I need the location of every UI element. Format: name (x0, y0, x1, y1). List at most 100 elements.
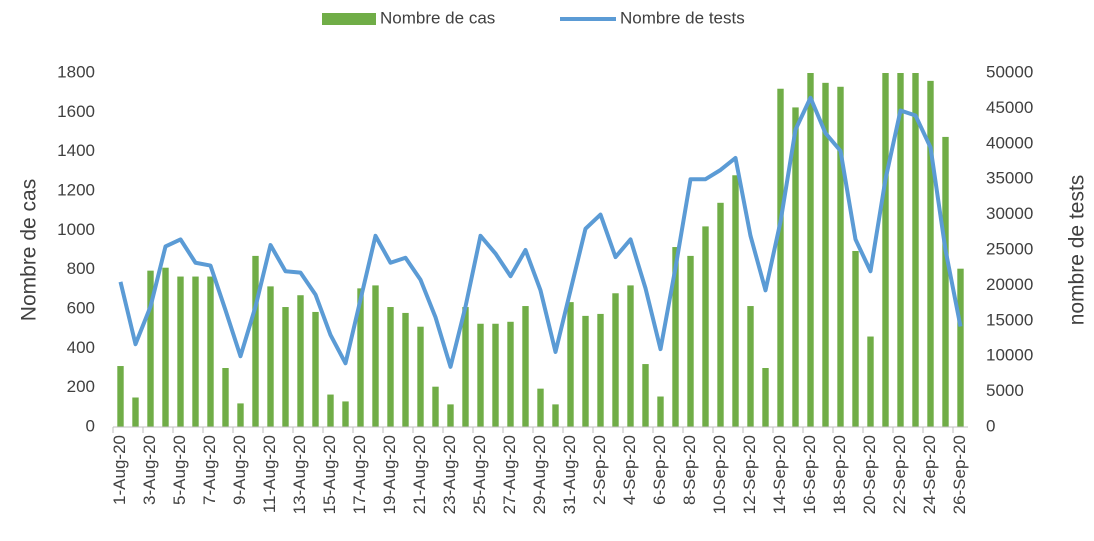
bar (177, 276, 184, 427)
bar (342, 401, 349, 427)
y2-tick-label: 25000 (986, 239, 1033, 258)
y-tick-label: 1400 (57, 141, 95, 160)
x-tick-label: 8-Sep-20 (680, 435, 699, 505)
y-tick-label: 600 (67, 298, 95, 317)
bar (582, 315, 589, 427)
x-tick-label: 25-Aug-20 (470, 435, 489, 514)
bar (327, 394, 334, 427)
bar (432, 386, 439, 427)
y-tick-label: 0 (86, 416, 95, 435)
x-tick-label: 17-Aug-20 (350, 435, 369, 514)
x-tick-label: 6-Sep-20 (650, 435, 669, 505)
x-tick-label: 16-Sep-20 (800, 435, 819, 514)
bar (447, 404, 454, 427)
y2-tick-label: 15000 (986, 310, 1033, 329)
bar (822, 82, 829, 427)
bar (267, 286, 274, 427)
bar (117, 366, 124, 427)
bar (747, 306, 754, 427)
bar (642, 364, 649, 427)
bar (402, 312, 409, 427)
bar (912, 73, 919, 427)
y-tick-label: 1600 (57, 102, 95, 121)
y-tick-label: 200 (67, 377, 95, 396)
y2-tick-label: 45000 (986, 98, 1033, 117)
x-tick-label: 3-Aug-20 (140, 435, 159, 505)
x-tick-label: 9-Aug-20 (230, 435, 249, 505)
bar (897, 73, 904, 427)
x-tick-label: 26-Sep-20 (950, 435, 969, 514)
x-tick-label: 24-Sep-20 (920, 435, 939, 514)
x-tick-label: 2-Sep-20 (590, 435, 609, 505)
y2-tick-label: 30000 (986, 204, 1033, 223)
bar (567, 302, 574, 427)
bar (867, 336, 874, 427)
x-tick-label: 15-Aug-20 (320, 435, 339, 514)
x-tick-label: 22-Sep-20 (890, 435, 909, 514)
x-tick-label: 21-Aug-20 (410, 435, 429, 514)
bar (162, 267, 169, 427)
bar (612, 293, 619, 427)
bar (357, 288, 364, 427)
y2-tick-label: 10000 (986, 346, 1033, 365)
bar (672, 247, 679, 427)
y2-tick-label: 5000 (986, 381, 1024, 400)
bar (492, 323, 499, 427)
bar (852, 250, 859, 427)
y2-tick-label: 50000 (986, 62, 1033, 81)
y2-tick-label: 40000 (986, 133, 1033, 152)
x-tick-label: 11-Aug-20 (260, 435, 279, 513)
y-tick-label: 1200 (57, 180, 95, 199)
y2-tick-label: 0 (986, 416, 995, 435)
y-tick-label: 1800 (57, 62, 95, 81)
line (118, 95, 963, 369)
x-tick-label: 20-Sep-20 (860, 435, 879, 514)
bar (147, 270, 154, 427)
bar (657, 396, 664, 427)
y-tick-label: 400 (67, 338, 95, 357)
bar (417, 326, 424, 427)
x-tick-label: 5-Aug-20 (170, 435, 189, 505)
legend-swatch (322, 13, 376, 25)
bar (537, 388, 544, 427)
x-tick-label: 27-Aug-20 (500, 435, 519, 514)
x-tick-label: 12-Sep-20 (740, 435, 759, 514)
bar (762, 368, 769, 427)
x-tick-label: 13-Aug-20 (290, 435, 309, 514)
x-tick-label: 23-Aug-20 (440, 435, 459, 514)
x-tick-label: 31-Aug-20 (560, 435, 579, 514)
bar (837, 86, 844, 428)
legend-label: Nombre de tests (620, 8, 745, 27)
bar (237, 403, 244, 427)
y2-tick-label: 20000 (986, 275, 1033, 294)
bar (387, 307, 394, 427)
y-axis-title: Nombre de cas (18, 179, 41, 321)
x-tick-label: 7-Aug-20 (200, 435, 219, 505)
bar (777, 88, 784, 427)
bar (627, 285, 634, 427)
bar (252, 255, 259, 427)
bar (522, 306, 529, 427)
bar (717, 202, 724, 427)
bar (552, 404, 559, 427)
y2-tick-label: 35000 (986, 169, 1033, 188)
y-tick-label: 800 (67, 259, 95, 278)
bar (192, 276, 199, 427)
bar (222, 368, 229, 427)
bar (477, 323, 484, 427)
x-tick-label: 29-Aug-20 (530, 435, 549, 514)
bar (297, 295, 304, 427)
x-tick-label: 4-Sep-20 (620, 435, 639, 505)
bar (132, 397, 139, 427)
bar (792, 107, 799, 428)
bar (732, 175, 739, 427)
bar (597, 313, 604, 427)
bar (372, 285, 379, 427)
bar (807, 73, 814, 427)
bar (312, 311, 319, 427)
x-tick-label: 10-Sep-20 (710, 435, 729, 514)
bar (942, 136, 949, 427)
bar (507, 321, 514, 427)
bar (957, 268, 964, 427)
